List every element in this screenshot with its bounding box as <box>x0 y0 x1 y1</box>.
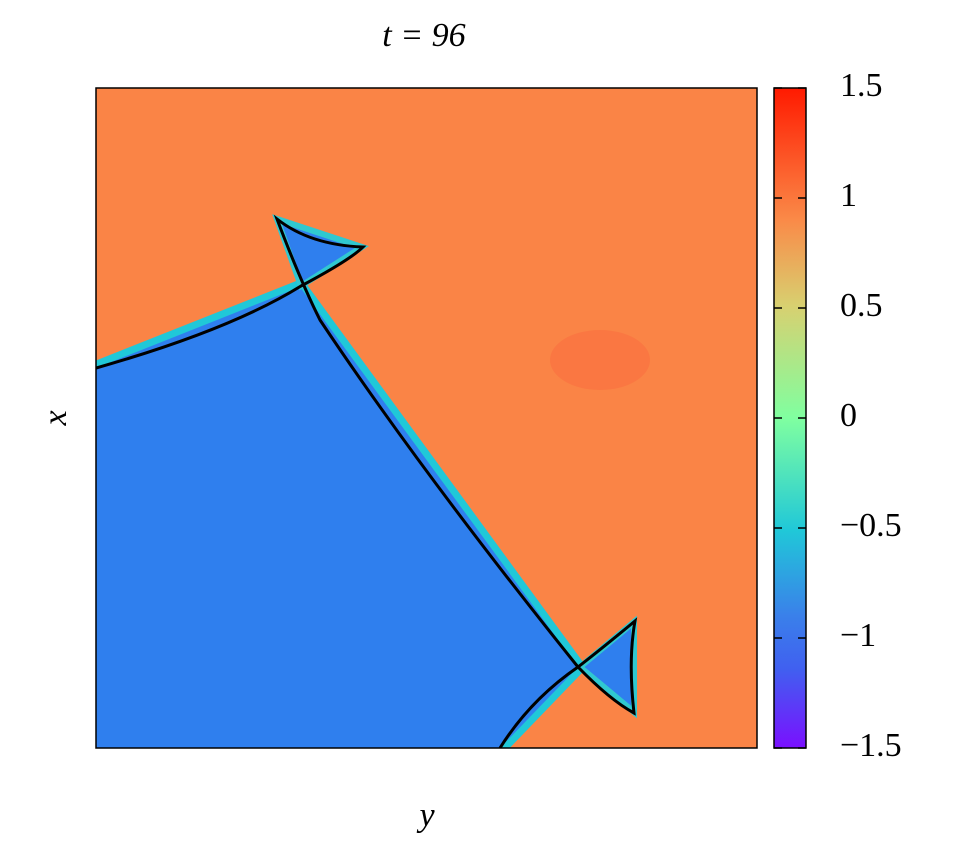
colorbar-tick-label: 0 <box>840 397 857 434</box>
colorbar-tick-label: −0.5 <box>840 507 902 544</box>
colorbar-tick-label: 0.5 <box>840 287 883 324</box>
colorbar-tick-label: −1 <box>840 617 876 654</box>
field <box>96 88 757 748</box>
colorbar-tick-label: 1 <box>840 177 857 214</box>
chart-title: t = 96 <box>382 17 465 54</box>
plot-frame <box>95 87 758 749</box>
colorbar-tick-label: 1.5 <box>840 67 883 104</box>
x-axis-label: y <box>416 797 435 834</box>
y-axis-label: x <box>37 410 74 426</box>
colorbar-tick-label: −1.5 <box>840 727 902 764</box>
